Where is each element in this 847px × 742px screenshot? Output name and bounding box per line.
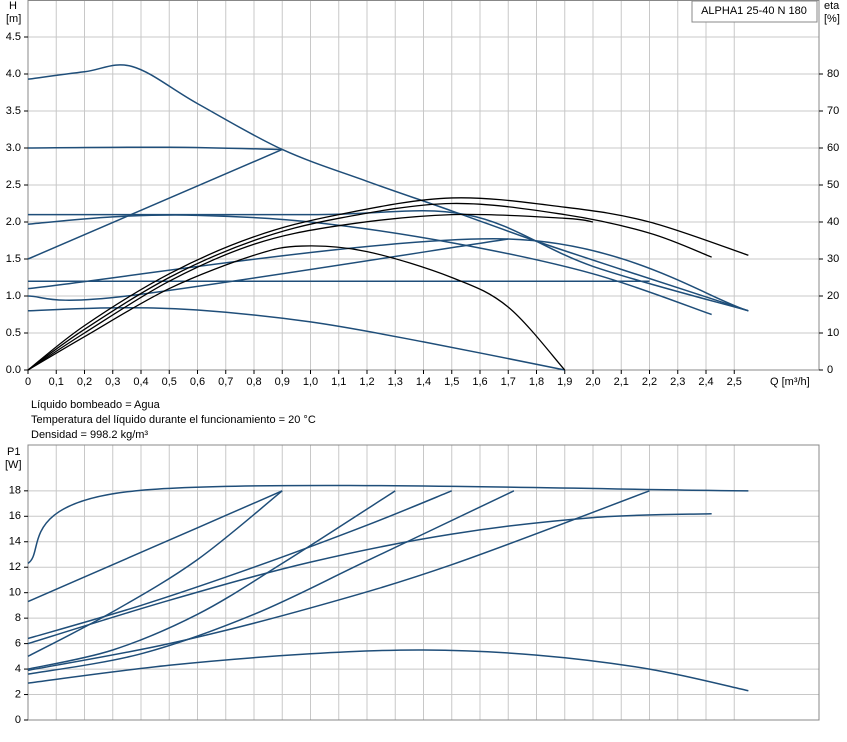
y2-tick-label: 10 xyxy=(827,327,839,339)
grid xyxy=(27,0,819,721)
y-tick-label: 2.5 xyxy=(6,179,21,191)
curve xyxy=(27,490,283,658)
y2-tick-label: 60 xyxy=(827,142,839,154)
x-tick-label: 2,0 xyxy=(585,376,600,388)
y-tick-label: 14 xyxy=(9,536,21,548)
y2-label: eta xyxy=(824,0,840,12)
x-tick-label: 1,4 xyxy=(416,376,431,388)
y-tick-label: 0 xyxy=(15,714,21,726)
y2-tick-label: 80 xyxy=(827,68,839,80)
curve xyxy=(27,513,712,645)
y-tick-label: 4.5 xyxy=(6,31,21,43)
curve xyxy=(27,197,749,371)
y-tick-label: 2.0 xyxy=(6,216,21,228)
curve xyxy=(27,245,566,371)
note: Densidad = 998.2 kg/m³ xyxy=(31,429,148,441)
x-tick-label: 0,3 xyxy=(105,376,120,388)
y-tick-label: 0.5 xyxy=(6,327,21,339)
x-label: Q [m³/h] xyxy=(770,376,810,388)
y-tick-label: 18 xyxy=(9,485,21,497)
x-tick-label: 0,6 xyxy=(190,376,205,388)
curve xyxy=(27,490,453,640)
x-tick-label: 0,1 xyxy=(49,376,64,388)
curve xyxy=(27,238,749,312)
x-tick-label: 0,4 xyxy=(133,376,148,388)
x-tick-label: 2,1 xyxy=(614,376,629,388)
x-tick-label: 0 xyxy=(25,376,31,388)
y2-tick-label: 0 xyxy=(827,364,833,376)
curve xyxy=(27,148,283,260)
x-tick-label: 0,2 xyxy=(77,376,92,388)
x-tick-label: 1,0 xyxy=(303,376,318,388)
x-tick-label: 0,8 xyxy=(246,376,261,388)
curve xyxy=(27,146,283,151)
y2-unit: [%] xyxy=(824,13,840,25)
y-label: P1 xyxy=(7,446,20,458)
y-tick-label: 6 xyxy=(15,638,21,650)
y-tick-label: 4.0 xyxy=(6,68,21,80)
y-tick-label: 1.0 xyxy=(6,290,21,302)
x-tick-label: 2,4 xyxy=(698,376,713,388)
curve xyxy=(27,213,594,371)
y2-tick-label: 40 xyxy=(827,216,839,228)
curve xyxy=(27,490,515,675)
curve xyxy=(27,490,283,603)
x-tick-label: 2,5 xyxy=(727,376,742,388)
curve xyxy=(27,238,509,301)
model-title: ALPHA1 25-40 N 180 xyxy=(701,5,807,17)
y-tick-label: 3.5 xyxy=(6,105,21,117)
y-tick-label: 16 xyxy=(9,510,21,522)
y-unit: [W] xyxy=(5,459,22,471)
x-tick-label: 2,3 xyxy=(670,376,685,388)
x-tick-label: 1,2 xyxy=(359,376,374,388)
curve xyxy=(27,490,650,672)
bottom-frame xyxy=(27,444,820,721)
x-tick-label: 1,8 xyxy=(529,376,544,388)
x-tick-label: 1,6 xyxy=(472,376,487,388)
x-tick-label: 0,9 xyxy=(275,376,290,388)
x-tick-label: 1,7 xyxy=(501,376,516,388)
y-tick-label: 0.0 xyxy=(6,364,21,376)
curve xyxy=(27,484,749,565)
y2-tick-label: 70 xyxy=(827,105,839,117)
curve xyxy=(27,649,749,692)
y-tick-label: 4 xyxy=(15,663,21,675)
x-tick-label: 1,9 xyxy=(557,376,572,388)
note: Temperatura del líquido durante el funci… xyxy=(31,414,316,426)
x-tick-label: 1,3 xyxy=(388,376,403,388)
y-tick-label: 10 xyxy=(9,587,21,599)
y-unit: [m] xyxy=(6,13,21,25)
curve xyxy=(27,64,749,312)
x-tick-label: 1,1 xyxy=(331,376,346,388)
x-tick-label: 2,2 xyxy=(642,376,657,388)
x-tick-label: 0,5 xyxy=(162,376,177,388)
y-tick-label: 12 xyxy=(9,561,21,573)
curve xyxy=(27,214,712,316)
y-label: H xyxy=(9,0,17,12)
y-tick-label: 3.0 xyxy=(6,142,21,154)
curve xyxy=(27,490,396,670)
x-tick-label: 0,7 xyxy=(218,376,233,388)
y2-tick-label: 20 xyxy=(827,290,839,302)
y2-tick-label: 30 xyxy=(827,253,839,265)
y-tick-label: 1.5 xyxy=(6,253,21,265)
y-tick-label: 8 xyxy=(15,612,21,624)
x-tick-label: 1,5 xyxy=(444,376,459,388)
note: Líquido bombeado = Agua xyxy=(31,399,161,411)
model-box xyxy=(691,0,818,23)
curve xyxy=(27,202,712,371)
y2-tick-label: 50 xyxy=(827,179,839,191)
y-tick-label: 2 xyxy=(15,688,21,700)
